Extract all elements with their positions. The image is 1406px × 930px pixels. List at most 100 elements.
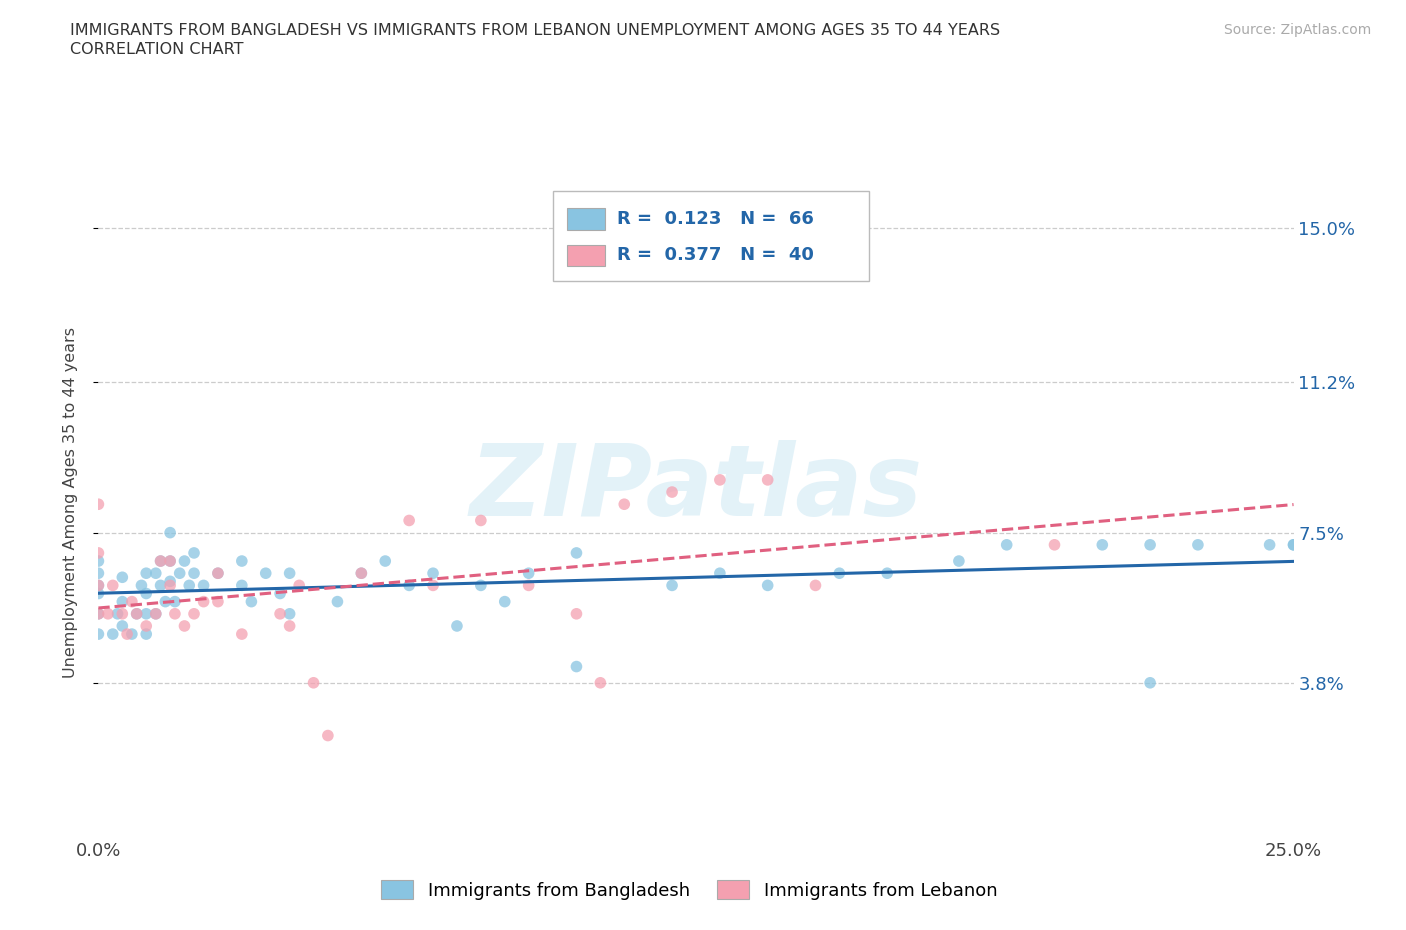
Point — [948, 553, 970, 568]
Point — [1282, 538, 1305, 552]
Point — [709, 472, 731, 487]
Point — [193, 578, 215, 592]
Legend: Immigrants from Bangladesh, Immigrants from Lebanon: Immigrants from Bangladesh, Immigrants f… — [374, 873, 1004, 907]
Point — [121, 594, 143, 609]
Point — [231, 553, 253, 568]
Point — [135, 586, 157, 601]
Point — [207, 565, 229, 580]
Point — [288, 578, 311, 592]
Point — [111, 618, 134, 633]
Point — [207, 565, 229, 580]
Point — [1139, 538, 1161, 552]
Point — [87, 586, 110, 601]
Point — [278, 618, 301, 633]
Point — [613, 497, 636, 512]
Point — [207, 594, 229, 609]
Point — [87, 627, 110, 642]
Point — [804, 578, 827, 592]
Point — [135, 618, 157, 633]
Point — [179, 578, 201, 592]
Y-axis label: Unemployment Among Ages 35 to 44 years: Unemployment Among Ages 35 to 44 years — [63, 326, 77, 678]
Point — [350, 565, 373, 580]
Point — [87, 578, 110, 592]
Point — [87, 578, 110, 592]
Point — [159, 553, 181, 568]
Point — [145, 606, 167, 621]
Point — [278, 606, 301, 621]
Point — [565, 546, 588, 561]
Point — [374, 553, 396, 568]
Point — [269, 586, 291, 601]
Point — [1091, 538, 1114, 552]
Point — [97, 606, 120, 621]
Point — [494, 594, 516, 609]
Point — [121, 627, 143, 642]
Point — [422, 565, 444, 580]
Point — [173, 553, 195, 568]
Point — [173, 618, 195, 633]
Point — [135, 627, 157, 642]
Point — [231, 578, 253, 592]
Bar — [567, 245, 605, 266]
Point — [183, 565, 205, 580]
Point — [111, 606, 134, 621]
Point — [1187, 538, 1209, 552]
Point — [240, 594, 263, 609]
Point — [101, 578, 124, 592]
Point — [101, 627, 124, 642]
Point — [661, 485, 683, 499]
Point — [756, 472, 779, 487]
Point — [145, 565, 167, 580]
Point — [1043, 538, 1066, 552]
Point — [302, 675, 325, 690]
Point — [87, 546, 110, 561]
Point — [149, 578, 172, 592]
Point — [159, 574, 181, 589]
Point — [163, 594, 186, 609]
Point — [111, 594, 134, 609]
Point — [517, 565, 540, 580]
Point — [398, 578, 420, 592]
Text: Source: ZipAtlas.com: Source: ZipAtlas.com — [1223, 23, 1371, 37]
Text: ZIPatlas: ZIPatlas — [470, 440, 922, 538]
Point — [709, 565, 731, 580]
Point — [87, 606, 110, 621]
Point — [159, 578, 181, 592]
Point — [131, 578, 153, 592]
Point — [756, 578, 779, 592]
Point — [183, 546, 205, 561]
Point — [470, 513, 492, 528]
Point — [316, 728, 339, 743]
Point — [589, 675, 612, 690]
Point — [155, 594, 177, 609]
Point — [398, 513, 420, 528]
Point — [470, 578, 492, 592]
Point — [517, 578, 540, 592]
Point — [87, 553, 110, 568]
Point — [828, 565, 851, 580]
Point — [169, 565, 191, 580]
Point — [149, 553, 172, 568]
Point — [163, 606, 186, 621]
FancyBboxPatch shape — [553, 191, 869, 281]
Point — [115, 627, 138, 642]
Point — [565, 606, 588, 621]
Point — [135, 565, 157, 580]
Point — [350, 565, 373, 580]
Point — [1139, 675, 1161, 690]
Point — [111, 570, 134, 585]
Point — [231, 627, 253, 642]
Point — [326, 594, 349, 609]
Point — [254, 565, 277, 580]
Point — [193, 594, 215, 609]
Point — [183, 606, 205, 621]
Point — [269, 606, 291, 621]
Text: IMMIGRANTS FROM BANGLADESH VS IMMIGRANTS FROM LEBANON UNEMPLOYMENT AMONG AGES 35: IMMIGRANTS FROM BANGLADESH VS IMMIGRANTS… — [70, 23, 1001, 38]
Text: R =  0.123   N =  66: R = 0.123 N = 66 — [617, 210, 814, 228]
Point — [145, 606, 167, 621]
Point — [87, 497, 110, 512]
Point — [87, 606, 110, 621]
Text: R =  0.377   N =  40: R = 0.377 N = 40 — [617, 246, 814, 264]
Point — [278, 565, 301, 580]
Point — [876, 565, 898, 580]
